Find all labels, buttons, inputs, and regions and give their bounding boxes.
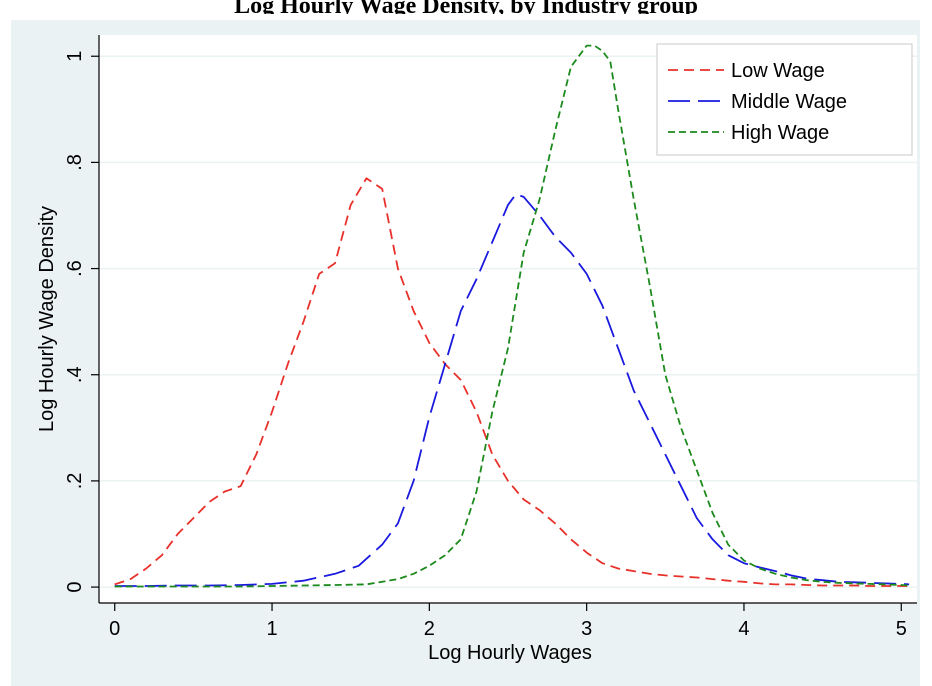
legend-label: Low Wage	[731, 60, 825, 82]
x-tick-label: 0	[109, 618, 120, 640]
x-tick-label: 2	[424, 618, 435, 640]
x-tick-label: 5	[896, 618, 907, 640]
y-tick-label: .8	[64, 154, 86, 171]
y-tick-label: .4	[64, 366, 86, 383]
legend-label: High Wage	[731, 122, 829, 144]
series-line-middle-wage	[114, 193, 910, 587]
chart-title: Log Hourly Wage Density, by Industry gro…	[234, 0, 698, 14]
axes: 0 1 2 3 4 5 0 .2 .4 .6 .8 1	[64, 35, 917, 640]
legend-label: Middle Wage	[731, 91, 847, 113]
y-tick-label: .2	[64, 473, 86, 490]
x-tick-label: 4	[738, 618, 749, 640]
y-tick-label: 0	[64, 582, 86, 593]
y-tick-label: .6	[64, 260, 86, 277]
series-lines	[114, 44, 910, 588]
legend-box	[656, 43, 913, 156]
x-tick-label: 1	[266, 618, 277, 640]
y-axis-label: Log Hourly Wage Density	[36, 206, 58, 432]
legend: Low Wage Middle Wage High Wage	[656, 43, 913, 156]
series-line-low-wage	[114, 177, 910, 587]
x-axis-label: Log Hourly Wages	[428, 642, 592, 664]
x-tick-label: 3	[581, 618, 592, 640]
y-tick-label: 1	[64, 51, 86, 62]
